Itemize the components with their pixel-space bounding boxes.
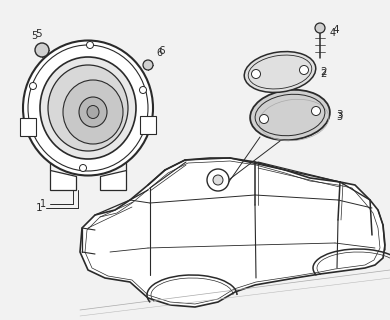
Ellipse shape — [79, 97, 107, 127]
Ellipse shape — [207, 169, 229, 191]
Ellipse shape — [213, 175, 223, 185]
Text: 2: 2 — [320, 69, 326, 79]
Text: 4: 4 — [332, 25, 339, 35]
Ellipse shape — [143, 60, 153, 70]
Text: 1: 1 — [35, 203, 42, 213]
Polygon shape — [80, 158, 385, 307]
Text: 4: 4 — [330, 28, 336, 38]
Ellipse shape — [250, 90, 330, 140]
Ellipse shape — [63, 80, 123, 144]
Text: 6: 6 — [156, 48, 162, 58]
Ellipse shape — [87, 106, 99, 118]
Text: 5: 5 — [35, 29, 41, 39]
Text: 1: 1 — [40, 199, 46, 209]
Ellipse shape — [23, 41, 153, 175]
Ellipse shape — [252, 69, 261, 78]
Polygon shape — [100, 170, 126, 190]
Ellipse shape — [259, 115, 268, 124]
Ellipse shape — [87, 42, 94, 49]
Ellipse shape — [35, 43, 49, 57]
Text: 3: 3 — [336, 112, 342, 122]
Text: 3: 3 — [336, 110, 343, 120]
Polygon shape — [20, 118, 36, 136]
Text: 2: 2 — [320, 67, 327, 77]
Polygon shape — [50, 170, 76, 190]
Ellipse shape — [140, 86, 147, 93]
Ellipse shape — [315, 23, 325, 33]
Ellipse shape — [30, 83, 37, 90]
Ellipse shape — [80, 164, 87, 172]
Polygon shape — [140, 116, 156, 134]
Ellipse shape — [48, 65, 128, 151]
Text: 5: 5 — [31, 31, 37, 41]
Ellipse shape — [300, 66, 308, 75]
Ellipse shape — [40, 57, 136, 159]
Ellipse shape — [312, 107, 321, 116]
Ellipse shape — [244, 52, 316, 92]
Text: 6: 6 — [158, 46, 165, 56]
